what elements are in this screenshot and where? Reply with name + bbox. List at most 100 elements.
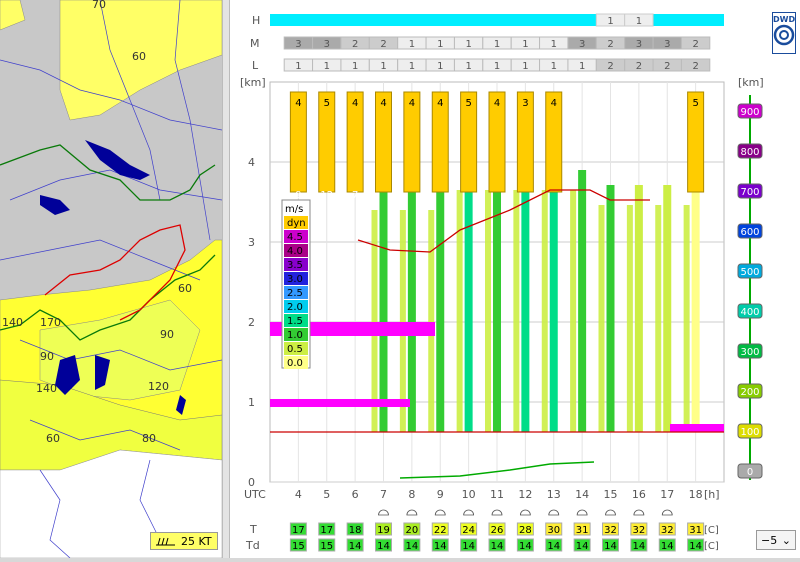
convection-box	[545, 91, 563, 193]
right-scale-value: 100	[740, 427, 759, 438]
ms-legend-item: 4.5	[287, 232, 303, 243]
convection-box	[346, 91, 364, 193]
dewpoint-label: Td	[245, 539, 260, 552]
temperature-cell	[375, 522, 392, 536]
ms-legend-item: 4.0	[287, 246, 303, 257]
cloud-icon	[519, 509, 531, 516]
temperature-value: 17	[320, 525, 333, 536]
stepper-value: −5	[761, 533, 778, 547]
mid-cloud-value: 1	[465, 39, 471, 50]
convection-number: 12	[320, 190, 333, 201]
low-cloud-value: 2	[692, 61, 698, 72]
map-label: 140	[2, 316, 23, 329]
map-yellow-region-left	[0, 0, 26, 31]
dewpoint-value: 14	[462, 541, 475, 552]
map-label: 80	[142, 432, 156, 445]
dewpoint-value: 14	[689, 541, 702, 552]
lake-icon	[55, 355, 80, 395]
hour-tick-label: 17	[660, 488, 674, 501]
right-scale-marker	[737, 223, 763, 239]
wind-legend: 25 KT	[150, 532, 218, 550]
high-cloud-value: 1	[636, 16, 642, 27]
cloud-icon	[633, 509, 645, 516]
right-scale-marker	[737, 343, 763, 359]
map-pane[interactable]: 70 60 60 140 170 90 90 140 120 60 80 25 …	[0, 0, 222, 558]
temperature-value: 18	[349, 525, 362, 536]
temperature-value: 32	[633, 525, 646, 536]
convection-number: 4	[437, 98, 443, 109]
cloud-icon	[576, 509, 588, 516]
hour-tick-label: 5	[323, 488, 330, 501]
temperature-unit: [C]	[704, 525, 719, 536]
lift-column	[436, 190, 445, 432]
pane-splitter[interactable]	[222, 0, 230, 558]
dwd-swirl-icon	[773, 24, 795, 46]
mid-cloud-value: 1	[494, 39, 500, 50]
convection-number: 5	[324, 98, 330, 109]
dewpoint-cell	[545, 538, 563, 552]
convection-box	[516, 91, 534, 193]
cloud-icon	[406, 509, 418, 516]
dewpoint-cell	[630, 538, 648, 552]
right-altitude-unit-label: [km]	[738, 76, 764, 89]
ms-legend-swatch	[284, 230, 308, 243]
dewpoint-value: 14	[519, 541, 532, 552]
convection-number: 4	[380, 98, 386, 109]
convection-number: 4	[295, 98, 301, 109]
ms-legend-item: 0.0	[287, 358, 303, 369]
ms-legend-swatch	[284, 272, 308, 285]
low-cloud-value: 1	[522, 61, 528, 72]
hour-tick-label: 10	[462, 488, 476, 501]
map-label: 170	[40, 316, 61, 329]
lift-column	[626, 205, 633, 432]
temperature-cell	[630, 522, 648, 536]
wind-legend-label: 25 KT	[181, 534, 212, 548]
temperature-value: 22	[434, 525, 447, 536]
cloud-icon	[661, 509, 673, 516]
hour-tick-label: 7	[380, 488, 387, 501]
lift-column	[663, 185, 672, 432]
ms-legend-item: 2.0	[287, 302, 303, 313]
temperature-value: 17	[292, 525, 305, 536]
map-label: 70	[92, 0, 106, 11]
low-cloud-value: 1	[295, 61, 301, 72]
ms-legend-item: dyn	[287, 218, 306, 229]
convection-box	[403, 91, 421, 193]
regional-map[interactable]: 70 60 60 140 170 90 90 140 120 60 80	[0, 0, 222, 558]
altitude-unit-label: [km]	[240, 76, 266, 89]
dewpoint-value: 14	[491, 541, 504, 552]
low-cloud-value: 1	[465, 61, 471, 72]
map-green-border	[0, 144, 216, 201]
ms-legend-swatch	[284, 328, 308, 341]
high-cloud-value: 1	[607, 16, 613, 27]
hour-unit-label: [h]	[704, 488, 720, 501]
dewpoint-value: 14	[576, 541, 589, 552]
mid-cloud-cell	[680, 36, 711, 50]
cloud-icon	[378, 509, 389, 516]
mid-cloud-value: 3	[579, 39, 585, 50]
map-label: 140	[36, 382, 57, 395]
dewpoint-cell	[488, 538, 506, 552]
right-scale-value: 800	[740, 147, 759, 158]
hour-tick-label: 12	[518, 488, 532, 501]
mid-cloud-value: 3	[664, 39, 670, 50]
convection-number: 4	[551, 98, 557, 109]
dewpoint-value: 14	[349, 541, 362, 552]
mid-cloud-value: 3	[295, 39, 301, 50]
temperature-value: 30	[547, 525, 560, 536]
dewpoint-value: 14	[406, 541, 419, 552]
low-cloud-value: 1	[551, 61, 557, 72]
offset-stepper[interactable]: −5 ⌄	[756, 530, 796, 550]
ms-legend-swatch	[284, 286, 308, 299]
lift-column	[570, 190, 577, 432]
inversion-band	[670, 424, 724, 432]
cloud-icon	[434, 509, 446, 516]
right-scale-marker	[737, 263, 763, 279]
hour-tick-label: 18	[689, 488, 703, 501]
cloud-row-label-low: L	[252, 59, 259, 72]
ms-legend-swatch	[284, 342, 308, 355]
inversion-band	[270, 399, 410, 407]
mid-cloud-value: 1	[551, 39, 557, 50]
chevron-updown-icon[interactable]: ⌄	[781, 533, 791, 547]
